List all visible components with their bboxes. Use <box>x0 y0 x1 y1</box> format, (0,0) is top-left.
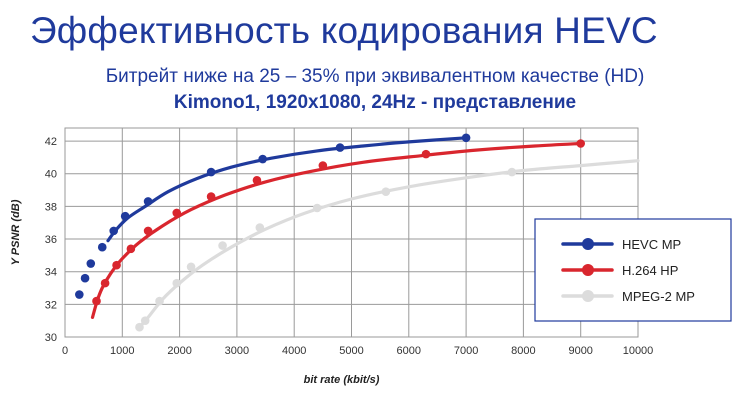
x-axis-label: bit rate (kbit/s) <box>304 374 380 386</box>
data-point <box>143 197 153 206</box>
y-tick-label: 34 <box>45 267 57 279</box>
page-title: Эффективность кодирования HEVC <box>30 10 658 51</box>
data-point <box>140 316 150 325</box>
data-point <box>507 167 517 177</box>
legend-label: MPEG-2 MP <box>622 289 695 304</box>
data-point <box>258 154 267 164</box>
data-point <box>252 175 262 185</box>
data-point <box>75 290 84 299</box>
data-point <box>92 296 101 306</box>
data-point <box>421 149 431 159</box>
x-tick-label: 5000 <box>339 345 363 357</box>
data-point <box>186 262 196 272</box>
data-point <box>120 211 130 221</box>
x-tick-label: 1000 <box>110 345 134 357</box>
series-hevc-mp <box>75 133 471 299</box>
data-point <box>100 278 110 288</box>
y-tick-label: 40 <box>45 169 57 181</box>
x-tick-label: 3000 <box>225 345 249 357</box>
data-point <box>143 226 153 236</box>
data-point <box>206 167 216 177</box>
y-tick-label: 36 <box>45 234 57 246</box>
x-tick-label: 7000 <box>454 345 478 357</box>
data-point <box>126 244 136 254</box>
chart-legend: HEVC MP H.264 HP MPEG-2 MP <box>534 218 732 322</box>
y-tick-label: 42 <box>45 136 57 148</box>
data-point <box>335 143 345 152</box>
series-h-264-hp <box>90 139 585 319</box>
data-point <box>112 260 121 270</box>
y-tick-label: 38 <box>45 201 57 213</box>
legend-label: H.264 HP <box>622 263 678 278</box>
data-point <box>255 223 265 232</box>
data-point <box>155 296 164 306</box>
legend-swatch-marker <box>582 238 594 250</box>
legend-item: HEVC MP <box>561 237 681 252</box>
series-line <box>90 141 583 319</box>
data-point <box>206 192 216 201</box>
x-tick-label: 0 <box>62 345 68 357</box>
legend-item: MPEG-2 MP <box>561 289 695 304</box>
data-point <box>86 259 96 268</box>
x-tick-label: 10000 <box>623 345 654 357</box>
legend-item: H.264 HP <box>561 263 678 278</box>
x-tick-label: 9000 <box>568 345 592 357</box>
data-point <box>312 203 322 213</box>
y-tick-label: 32 <box>45 299 57 311</box>
data-point <box>80 273 90 283</box>
series-mpeg-2-mp <box>135 159 640 332</box>
data-point <box>218 241 227 250</box>
data-point <box>576 139 585 148</box>
data-point <box>381 187 391 196</box>
series-line <box>137 159 640 329</box>
data-point <box>172 208 182 218</box>
y-tick-label: 30 <box>45 332 57 344</box>
x-tick-label: 4000 <box>282 345 306 357</box>
data-point <box>172 278 182 288</box>
subtitle: Битрейт ниже на 25 – 35% при эквивалентн… <box>105 66 645 87</box>
data-point <box>97 242 107 252</box>
data-point <box>109 226 119 236</box>
legend-swatch-marker <box>582 264 594 276</box>
data-point <box>461 133 471 143</box>
chart-ticks: 0 1000 2000 3000 4000 5000 6000 7000 8000 9000 100… <box>45 136 654 357</box>
chart-series <box>75 133 640 332</box>
y-axis-label: Y PSNR (dB) <box>10 199 22 265</box>
x-tick-label: 8000 <box>511 345 535 357</box>
legend-swatch-marker <box>582 290 594 302</box>
x-tick-label: 2000 <box>167 345 191 357</box>
x-tick-label: 6000 <box>397 345 421 357</box>
legend-label: HEVC MP <box>622 237 681 252</box>
subtitle-bold: Kimono1, 1920x1080, 24Hz - представление <box>173 92 577 113</box>
data-point <box>318 161 328 170</box>
data-point <box>135 322 144 332</box>
